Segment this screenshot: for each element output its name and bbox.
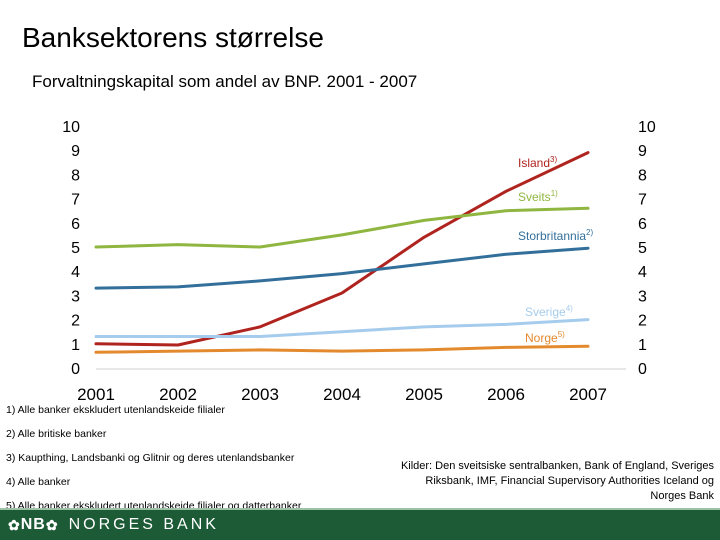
footer-stripe: [0, 508, 720, 510]
y-tick-label-right: 7: [638, 192, 647, 209]
y-tick-label-left: 0: [71, 361, 80, 378]
series-line-island: [94, 151, 590, 347]
y-tick-label-left: 2: [71, 313, 80, 330]
norges-bank-logo: ✿ NB ✿ NORGES BANK: [8, 514, 219, 536]
y-tick-label-right: 8: [638, 167, 647, 184]
flower-icon: ✿: [45, 516, 59, 533]
y-tick-label-right: 10: [638, 119, 656, 136]
y-tick-label-right: 9: [638, 143, 647, 160]
y-axis-left: 0 1 2 3 4 5 6 7 8 9 10: [62, 119, 80, 378]
series-line-sveits: [94, 206, 590, 249]
logo-name: NORGES BANK: [68, 516, 219, 533]
y-tick-label-left: 1: [71, 337, 80, 354]
x-tick-label: 2002: [159, 385, 197, 400]
series-label-sveits: Sveits1): [518, 189, 558, 204]
series-line-norge: [94, 344, 590, 354]
y-tick-label-left: 3: [71, 288, 80, 305]
y-tick-label-left: 4: [71, 264, 80, 281]
y-tick-label-left: 5: [71, 240, 80, 257]
y-tick-label-right: 2: [638, 313, 647, 330]
series-line-storbritannia: [94, 246, 590, 290]
series-line-sverige: [94, 318, 590, 338]
y-tick-label-right: 4: [638, 264, 647, 281]
x-tick-label: 2004: [323, 385, 361, 400]
chart-subtitle: Forvaltningskapital som andel av BNP. 20…: [32, 72, 418, 91]
series-label-storbritannia: Storbritannia2): [518, 228, 593, 243]
x-tick-label: 2006: [487, 385, 525, 400]
y-tick-label-right: 6: [638, 216, 647, 233]
footnote-2: 2) Alle britiske banker: [6, 428, 107, 440]
footer-bar: [0, 510, 720, 540]
y-tick-label-left: 6: [71, 216, 80, 233]
y-axis-right: 0 1 2 3 4 5 6 7 8 9 10: [638, 119, 656, 378]
y-tick-label-right: 5: [638, 240, 647, 257]
series-label-norge: Norge5): [525, 330, 565, 345]
sources-note: Kilder: Den sveitsiske sentralbanken, Ba…: [400, 460, 714, 502]
y-tick-label-right: 1: [638, 337, 647, 354]
x-tick-label: 2005: [405, 385, 443, 400]
series-label-sverige: Sverige4): [525, 304, 573, 319]
series-labels: Island3) Sveits1) Storbritannia2) Sverige4)…: [518, 155, 593, 345]
page-title: Banksektorens størrelse: [22, 22, 324, 53]
flower-icon: ✿: [8, 516, 21, 533]
x-tick-label: 2007: [569, 385, 607, 400]
footnote-4: 4) Alle banker: [6, 476, 71, 488]
logo-mark: ✿ NB ✿: [8, 516, 59, 534]
series-group: [94, 151, 590, 354]
y-tick-label-right: 0: [638, 361, 647, 378]
x-tick-label: 2001: [77, 385, 115, 400]
footnote-1: 1) Alle banker ekskludert utenlandskeide…: [6, 404, 225, 416]
x-axis: 2001 2002 2003 2004 2005 2006 2007: [77, 385, 607, 400]
footnote-3: 3) Kaupthing, Landsbanki og Glitnir og d…: [6, 452, 295, 464]
y-tick-label-left: 8: [71, 167, 80, 184]
logo-mark-text: NB: [20, 516, 46, 533]
y-tick-label-right: 3: [638, 288, 647, 305]
x-tick-label: 2003: [241, 385, 279, 400]
series-label-island: Island3): [518, 155, 557, 170]
y-tick-label-left: 10: [62, 119, 80, 136]
y-tick-label-left: 7: [71, 192, 80, 209]
y-tick-label-left: 9: [71, 143, 80, 160]
